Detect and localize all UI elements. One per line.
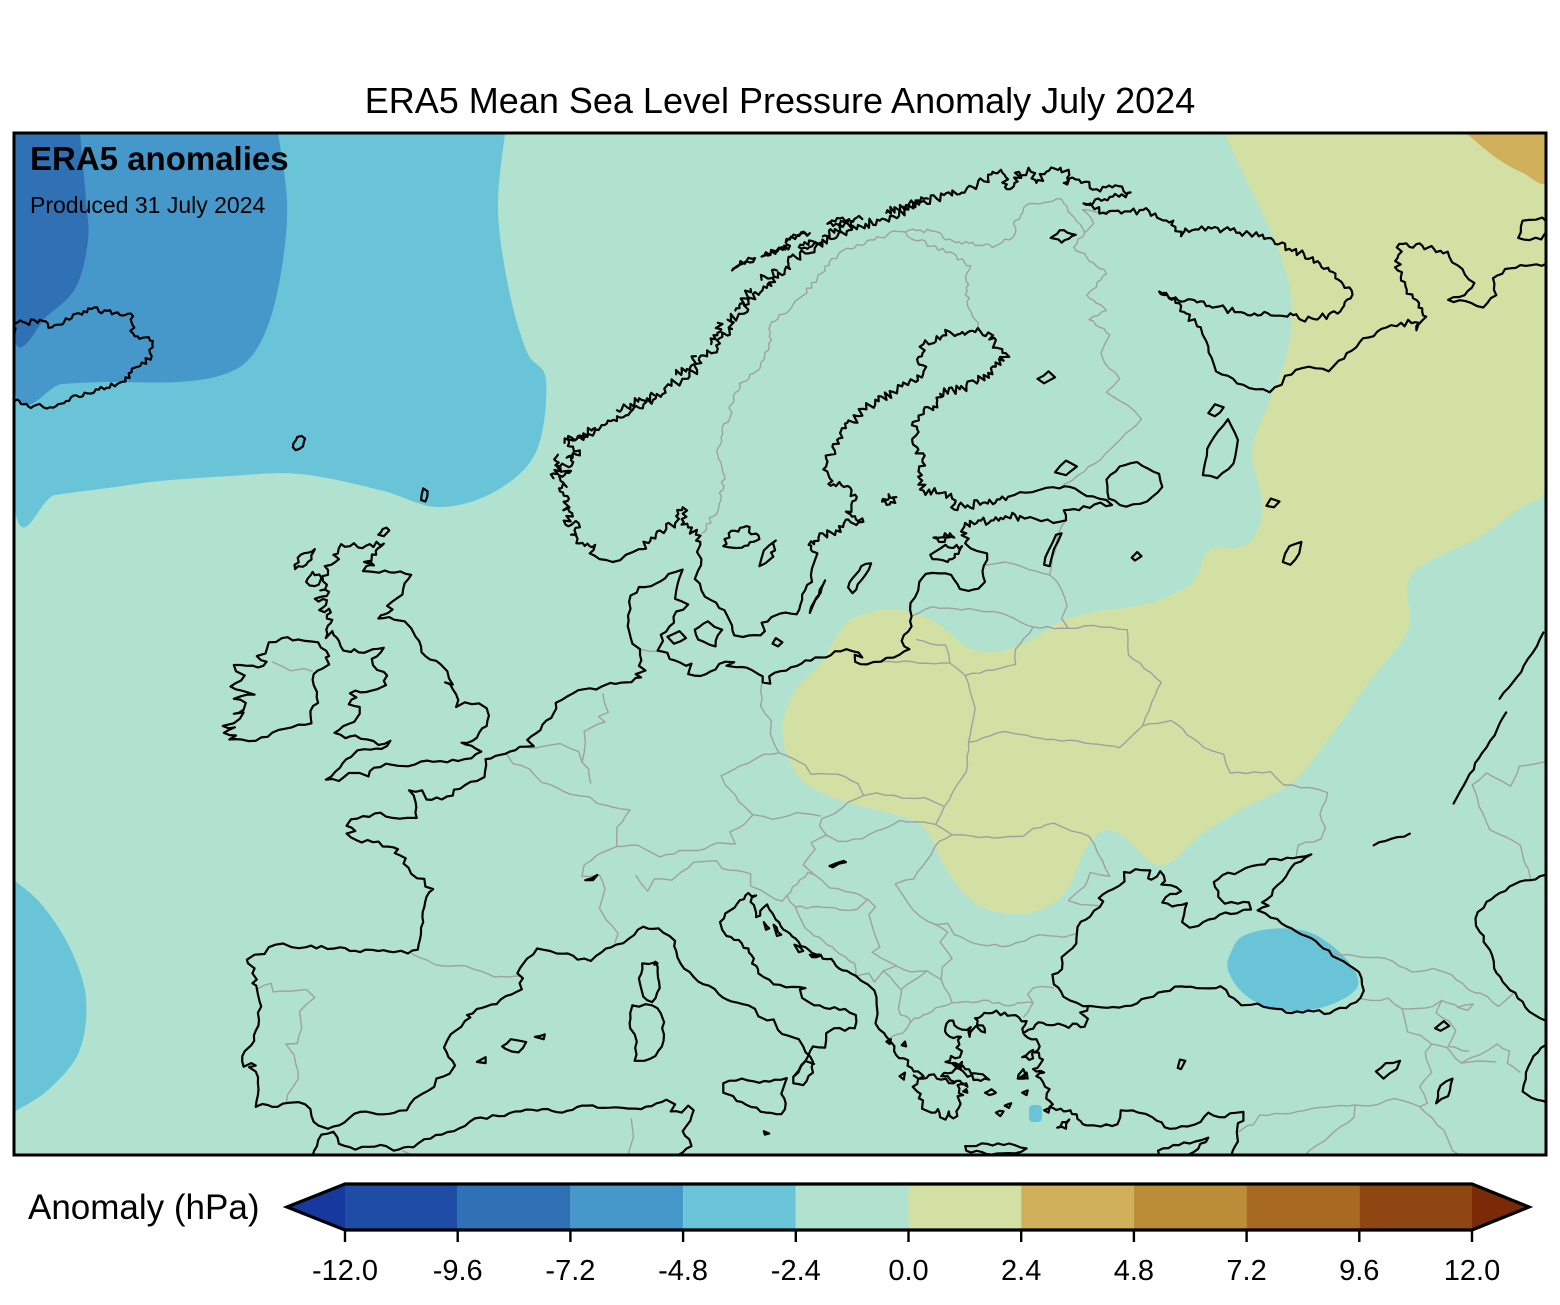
- svg-text:9.6: 9.6: [1339, 1255, 1379, 1287]
- svg-text:-4.8: -4.8: [658, 1255, 708, 1287]
- svg-text:4.8: 4.8: [1114, 1255, 1154, 1287]
- svg-text:-12.0: -12.0: [312, 1255, 378, 1287]
- svg-text:12.0: 12.0: [1444, 1255, 1500, 1287]
- svg-text:7.2: 7.2: [1226, 1255, 1266, 1287]
- svg-text:ERA5 anomalies: ERA5 anomalies: [30, 140, 289, 177]
- svg-text:-7.2: -7.2: [545, 1255, 595, 1287]
- svg-text:0.0: 0.0: [888, 1255, 928, 1287]
- svg-text:-2.4: -2.4: [771, 1255, 821, 1287]
- svg-text:-9.6: -9.6: [433, 1255, 483, 1287]
- svg-text:Anomaly (hPa): Anomaly (hPa): [28, 1188, 259, 1227]
- svg-text:ERA5 Mean Sea Level Pressure A: ERA5 Mean Sea Level Pressure Anomaly Jul…: [365, 80, 1195, 121]
- svg-text:2.4: 2.4: [1001, 1255, 1041, 1287]
- svg-text:Produced 31 July 2024: Produced 31 July 2024: [30, 192, 265, 218]
